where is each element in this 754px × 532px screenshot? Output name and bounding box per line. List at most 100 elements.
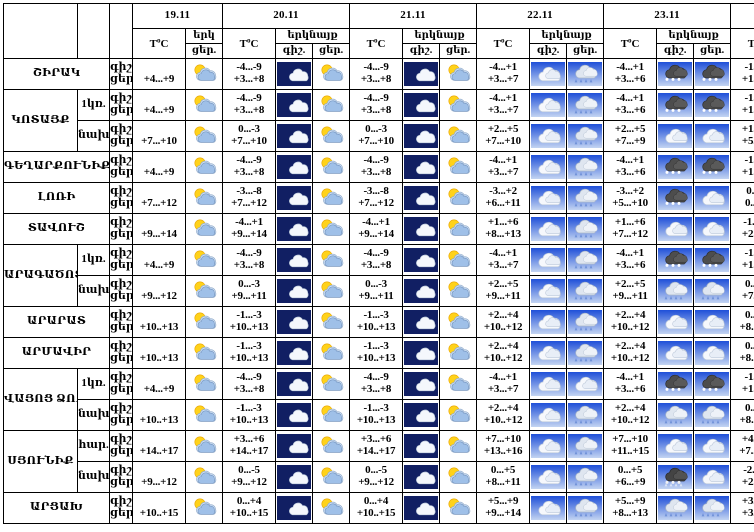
temperature-cell: -1...+4+2...+7 [730, 213, 754, 245]
date-header-0: 19.11 [132, 3, 223, 29]
cloud-light-icon [529, 368, 568, 400]
cloud-light-icon [693, 461, 732, 493]
day-temp: +5...+8 [741, 135, 754, 147]
cloud-rain-icon [566, 430, 605, 462]
temperature-cell: -4...-9 +3...+8 [349, 368, 404, 400]
temperature-cell: +7...+10 [132, 120, 186, 152]
temperature-cell: +2...+5 +9...+11 [603, 275, 658, 307]
temperature-cell: -1...-3 +10..+13 [349, 337, 404, 369]
nightday-group-label: երկնայք [276, 30, 349, 44]
temperature-cell: +2...+5 +7...+10 [476, 120, 531, 152]
night-temp: -1...-6 [744, 371, 754, 384]
moon-cloud-icon [275, 213, 313, 245]
cloud-light-icon [656, 430, 695, 462]
night-temp: 0...+4 [236, 495, 262, 508]
night-temp: +1...+6 [614, 216, 646, 229]
cloud-light-icon [529, 399, 568, 431]
cloud-rain-icon [656, 275, 695, 307]
sun-cloud-icon [311, 275, 351, 307]
moon-cloud-icon [402, 275, 441, 307]
sun-cloud-icon [439, 461, 478, 493]
temperature-cell: -4...+1 +3...+7 [476, 244, 531, 276]
temperature-cell: 0...+4 +10..+15 [222, 492, 276, 524]
night-day-label-cell: գիշ.ցեր. [109, 337, 133, 369]
cloud-rain-icon [566, 120, 605, 152]
moon-cloud-icon [275, 244, 313, 276]
temperature-cell: +4...+9 [132, 58, 186, 90]
night-temp: -1...-6 [744, 92, 754, 105]
day-temp: +4...+9 [143, 383, 175, 395]
night-temp: -4...-9 [363, 61, 389, 74]
day-temp: +3...+8 [233, 104, 265, 116]
region-name-cell: ԱՐԱՐԱՏ [3, 306, 110, 338]
cloud-light-icon [529, 306, 568, 338]
night-temp: -4...+1 [616, 61, 644, 74]
temperature-cell: -4...+1 +3...+6 [603, 89, 658, 121]
temperature-cell: +4...+9 [132, 89, 186, 121]
sun-cloud-icon [311, 244, 351, 276]
cloud-light-icon [693, 182, 732, 214]
cloud-light-icon [529, 58, 568, 90]
night-temp: +7...+10 [612, 433, 648, 446]
temperature-cell: -4...-9 +3...+8 [222, 368, 276, 400]
day-temp: +3...+8 [741, 507, 754, 519]
cloud-rain-icon [693, 275, 732, 307]
day-temp: +10..+13 [356, 414, 396, 426]
day-temp: +9...+12 [358, 476, 394, 488]
day-temp: +8...+13 [485, 228, 521, 240]
sun-cloud-icon [439, 182, 478, 214]
temperature-cell: +10..+13 [132, 337, 186, 369]
cloud-light-icon [529, 120, 568, 152]
day-temp: +9...+11 [231, 290, 267, 302]
temperature-cell: +1...+3+5...+8 [730, 120, 754, 152]
sun-cloud-icon [439, 58, 478, 90]
region-name-cell: ՏԱՎՈՒՇ [3, 213, 110, 245]
sun-cloud-icon [185, 461, 223, 493]
night-day-label-cell: գիշ.ցեր. [109, 151, 133, 183]
cloud-dark-rain-icon [656, 182, 695, 214]
region-name-cell: ԿՈՏԱՅՔ [3, 89, 78, 152]
region-name-cell: ՎԱՅՈՑ ՁՈՐ [3, 368, 78, 431]
day-temp: +7...+9 [614, 135, 646, 147]
cloud-light-icon [529, 151, 568, 183]
night-temp: +2...+4 [487, 340, 519, 353]
night-temp: -1...-6 [744, 247, 754, 260]
day-temp: +3...+6 [614, 73, 646, 85]
night-temp: -4...+1 [489, 371, 517, 384]
cloud-rain-icon [656, 399, 695, 431]
night-temp: -1...-6 [744, 61, 754, 74]
temperature-cell: -1...-3 +10..+13 [222, 306, 276, 338]
night-temp: 0...+3 [744, 278, 754, 291]
region-name-cell: ԱՐՑԱԽ [3, 492, 110, 524]
day-temp: +1...+6 [741, 73, 754, 85]
dn-day-label: ցեր. [110, 73, 132, 85]
temperature-cell: +2...+4 +10..+12 [476, 306, 531, 338]
night-temp: +2...+5 [614, 278, 646, 291]
temperature-cell: -4...+1 +3...+7 [476, 368, 531, 400]
dn-night-label: գիշ. [110, 309, 133, 322]
day-temp: +10..+13 [356, 352, 396, 364]
cloud-light-icon [529, 337, 568, 369]
day-temp: +10..+13 [139, 321, 179, 333]
moon-cloud-icon [275, 151, 313, 183]
cloud-rain-icon [566, 213, 605, 245]
temperature-cell: -4...+1 +3...+6 [603, 368, 658, 400]
cloud-light-icon [693, 306, 732, 338]
day-temp: +2...+5 [741, 476, 754, 488]
temperature-cell: -4...-9 +3...+8 [349, 151, 404, 183]
cloud-light-icon [529, 430, 568, 462]
cloud-rain-icon [566, 275, 605, 307]
sun-cloud-icon [311, 492, 351, 524]
cloud-rain-icon [566, 182, 605, 214]
day-temp: +9...+12 [141, 476, 177, 488]
day-temp: +2...+7 [741, 228, 754, 240]
region-name-cell: ԱՐԱԳԱԾՈՏՆ [3, 244, 78, 307]
cloud-light-icon [529, 182, 568, 214]
day-temp: +14..+17 [229, 445, 269, 457]
cloud-light-icon [529, 461, 568, 493]
night-temp: -4...+1 [489, 92, 517, 105]
day-temp: +7...+10 [358, 135, 394, 147]
day-temp: +10..+13 [139, 414, 179, 426]
